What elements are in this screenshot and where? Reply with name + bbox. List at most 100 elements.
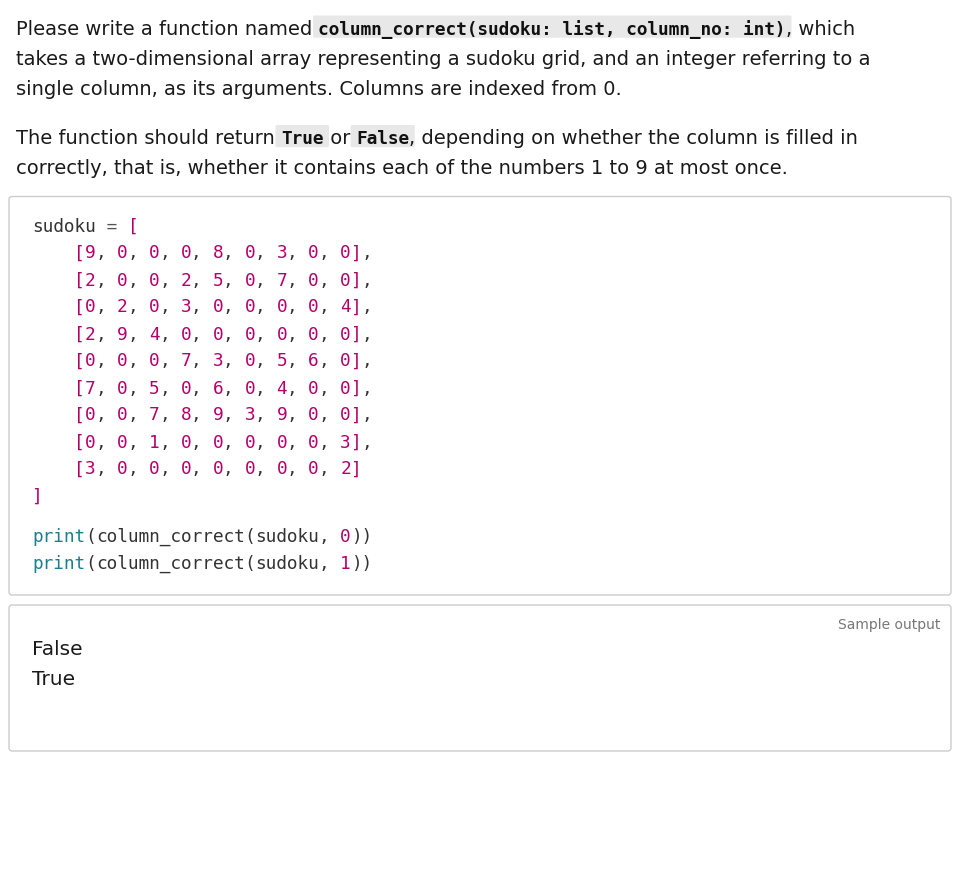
Text: ,: , xyxy=(255,244,277,263)
Text: ,: , xyxy=(159,434,181,451)
Text: ,: , xyxy=(224,272,245,289)
Text: False: False xyxy=(356,130,410,147)
Text: 0: 0 xyxy=(245,434,255,451)
Text: ,: , xyxy=(319,352,340,371)
Text: takes a two-dimensional array representing a sudoku grid, and an integer referri: takes a two-dimensional array representi… xyxy=(16,50,870,69)
Text: 0: 0 xyxy=(245,326,255,343)
Text: ,: , xyxy=(224,379,245,398)
Text: 0: 0 xyxy=(148,461,159,478)
Text: 2: 2 xyxy=(85,272,95,289)
Text: ,: , xyxy=(95,352,117,371)
Text: ,: , xyxy=(287,352,308,371)
Text: 9: 9 xyxy=(85,244,95,263)
Text: ,: , xyxy=(362,299,372,316)
Text: 0: 0 xyxy=(181,326,192,343)
Text: [: [ xyxy=(74,244,85,263)
Text: ,: , xyxy=(159,406,181,425)
Text: ,: , xyxy=(192,434,213,451)
Text: ]: ] xyxy=(32,488,42,505)
Text: ]: ] xyxy=(351,406,362,425)
Text: ,: , xyxy=(287,326,308,343)
Text: ,: , xyxy=(319,528,340,546)
Text: ]: ] xyxy=(351,299,362,316)
Text: 0: 0 xyxy=(213,461,224,478)
Text: 0: 0 xyxy=(213,326,224,343)
Text: [: [ xyxy=(74,299,85,316)
Text: ,: , xyxy=(127,299,148,316)
Text: 0: 0 xyxy=(245,244,255,263)
FancyBboxPatch shape xyxy=(9,605,951,751)
Text: ,: , xyxy=(159,379,181,398)
Text: ,: , xyxy=(127,244,148,263)
Text: 0: 0 xyxy=(245,461,255,478)
Text: ,: , xyxy=(192,406,213,425)
Text: [: [ xyxy=(74,326,85,343)
Text: ,: , xyxy=(127,272,148,289)
Text: 3: 3 xyxy=(85,461,95,478)
Text: 3: 3 xyxy=(340,434,351,451)
Text: ,: , xyxy=(127,379,148,398)
Text: 0: 0 xyxy=(181,379,192,398)
Text: ,: , xyxy=(192,244,213,263)
Text: correctly, that is, whether it contains each of the numbers 1 to 9 at most once.: correctly, that is, whether it contains … xyxy=(16,159,788,179)
Text: 0: 0 xyxy=(308,379,319,398)
Text: ,: , xyxy=(127,326,148,343)
Text: ,: , xyxy=(255,406,277,425)
Text: ,: , xyxy=(192,461,213,478)
Text: ,: , xyxy=(362,326,372,343)
Text: [: [ xyxy=(74,272,85,289)
Text: ,: , xyxy=(192,326,213,343)
Text: (: ( xyxy=(245,555,255,573)
Text: 0: 0 xyxy=(340,326,351,343)
Text: 0: 0 xyxy=(340,272,351,289)
Text: 7: 7 xyxy=(85,379,95,398)
Text: (: ( xyxy=(85,555,95,573)
Text: ,: , xyxy=(319,555,340,573)
Text: 2: 2 xyxy=(181,272,192,289)
Text: ,: , xyxy=(224,326,245,343)
Text: ,: , xyxy=(95,272,117,289)
Text: ,: , xyxy=(287,299,308,316)
Text: (: ( xyxy=(245,528,255,546)
Text: 0: 0 xyxy=(85,299,95,316)
Text: 3: 3 xyxy=(181,299,192,316)
Text: ,: , xyxy=(224,352,245,371)
Text: ,: , xyxy=(319,406,340,425)
FancyBboxPatch shape xyxy=(9,196,951,595)
Text: ,: , xyxy=(192,352,213,371)
Text: ,: , xyxy=(319,434,340,451)
Text: , depending on whether the column is filled in: , depending on whether the column is fil… xyxy=(410,130,858,149)
Text: 0: 0 xyxy=(148,272,159,289)
Text: single column, as its arguments. Columns are indexed from 0.: single column, as its arguments. Columns… xyxy=(16,80,622,99)
Text: 4: 4 xyxy=(148,326,159,343)
Text: 0: 0 xyxy=(340,352,351,371)
Text: ,: , xyxy=(224,461,245,478)
Text: 4: 4 xyxy=(340,299,351,316)
Text: ,: , xyxy=(362,244,372,263)
Text: 0: 0 xyxy=(245,299,255,316)
Text: ,: , xyxy=(159,326,181,343)
Text: ,: , xyxy=(319,379,340,398)
Text: sudoku: sudoku xyxy=(32,217,95,236)
Text: ,: , xyxy=(95,461,117,478)
Text: 0: 0 xyxy=(277,299,287,316)
Text: 0: 0 xyxy=(148,299,159,316)
Text: 0: 0 xyxy=(308,406,319,425)
Text: ,: , xyxy=(287,434,308,451)
Text: ,: , xyxy=(362,434,372,451)
Text: [: [ xyxy=(74,406,85,425)
Text: ,: , xyxy=(255,379,277,398)
Text: ,: , xyxy=(255,434,277,451)
Text: False: False xyxy=(32,640,83,659)
Text: 0: 0 xyxy=(308,299,319,316)
Text: 0: 0 xyxy=(148,352,159,371)
Text: 0: 0 xyxy=(340,406,351,425)
Text: 4: 4 xyxy=(277,379,287,398)
Text: ,: , xyxy=(192,379,213,398)
Text: 7: 7 xyxy=(277,272,287,289)
Text: ,: , xyxy=(319,272,340,289)
Text: ,: , xyxy=(287,406,308,425)
FancyBboxPatch shape xyxy=(313,16,791,38)
Text: 0: 0 xyxy=(117,272,127,289)
Text: 1: 1 xyxy=(148,434,159,451)
